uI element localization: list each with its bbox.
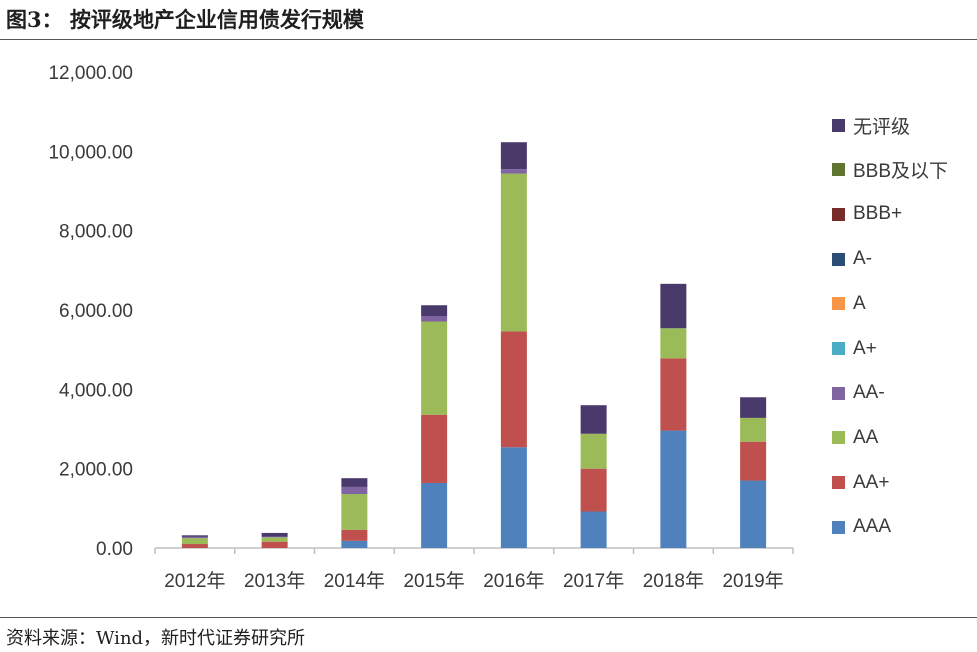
title-rule	[0, 39, 977, 40]
x-tick-label: 2013年	[244, 570, 305, 592]
bar-segment-AA--2014年	[341, 486, 368, 495]
bar-segment-AA+-2013年	[261, 541, 288, 548]
legend-item: A+	[832, 337, 877, 361]
legend-swatch	[832, 342, 845, 355]
x-tick-label: 2018年	[643, 570, 704, 592]
legend-item: A-	[832, 247, 872, 271]
y-tick-label: 2,000.00	[59, 460, 133, 481]
legend-swatch	[832, 431, 845, 445]
legend-label: BBB+	[853, 203, 903, 225]
legend-item: AA	[832, 426, 878, 450]
figure-title: 图3： 按评级地产企业信用债发行规模	[6, 7, 364, 32]
legend-label: BBB及以下	[853, 161, 949, 183]
x-tick-label: 2016年	[483, 570, 544, 592]
bar-segment-AA--2012年	[181, 536, 208, 539]
bar-segment-无评级-2012年	[181, 535, 208, 537]
legend-item: A	[832, 292, 866, 316]
bar-segment-AA+-2018年	[660, 358, 687, 431]
bar-segment-AAA-2014年	[341, 540, 368, 548]
legend-swatch	[832, 297, 845, 311]
stacked-bar-chart: 0.00 2,000.00 4,000.00 6,000.00 8,000.00 10,0…	[48, 63, 794, 592]
legend-item: AAA	[832, 515, 891, 539]
legend-label: A	[853, 292, 866, 314]
bar-segment-无评级-2014年	[341, 478, 368, 487]
bar-segment-AA+-2017年	[580, 468, 607, 512]
bar-segment-AAA-2017年	[580, 511, 607, 548]
bar-segment-AA--2016年	[500, 169, 527, 174]
legend-swatch	[832, 163, 845, 177]
bar-segment-AA-2019年	[740, 417, 767, 442]
x-tick-label: 2014年	[324, 570, 385, 592]
legend-label: AA-	[853, 382, 885, 404]
legend-label: AAA	[853, 516, 892, 538]
legend-item: BBB及以下	[832, 158, 948, 182]
y-tick-label: 4,000.00	[59, 380, 133, 401]
bar-segment-AAA-2018年	[660, 430, 687, 548]
bar-segment-AA+-2015年	[421, 414, 448, 483]
x-tick-label: 2017年	[563, 570, 624, 592]
bar-segment-AA-2014年	[341, 494, 368, 530]
legend-item: 无评级	[832, 113, 911, 138]
legend-label: A-	[853, 248, 872, 270]
bar-segment-AA+-2016年	[500, 331, 527, 448]
x-tick-label: 2019年	[722, 570, 783, 592]
bar-segment-AA-2017年	[580, 433, 607, 469]
y-tick-label: 8,000.00	[59, 222, 133, 243]
x-tick-label: 2012年	[164, 570, 225, 592]
bar-segment-AAA-2016年	[500, 447, 527, 548]
source-rule	[0, 617, 977, 618]
bar-segment-AA-2013年	[261, 537, 288, 542]
bar-segment-无评级-2013年	[261, 532, 288, 537]
bar-segment-AA-2012年	[181, 538, 208, 545]
legend-swatch	[832, 118, 845, 132]
y-tick-label: 12,000.00	[48, 63, 133, 84]
legend-swatch	[832, 476, 845, 490]
x-tick-label: 2015年	[403, 570, 464, 592]
y-tick-label: 10,000.00	[48, 142, 133, 163]
legend-swatch	[832, 520, 845, 534]
bar-segment-无评级-2017年	[580, 405, 607, 434]
legend-swatch	[832, 386, 845, 400]
bar-segment-AA-2016年	[500, 173, 527, 332]
legend-item: BBB+	[832, 202, 902, 226]
y-tick-label: 6,000.00	[59, 301, 133, 322]
bar-segment-AA-2018年	[660, 328, 687, 359]
bar-segment-无评级-2015年	[421, 305, 448, 317]
legend-swatch	[832, 252, 845, 266]
legend-item: AA+	[832, 471, 889, 495]
bar-segment-AA-2015年	[421, 321, 448, 415]
bar-segment-AAA-2019年	[740, 480, 767, 548]
y-tick-label: 0.00	[96, 539, 133, 560]
bar-segment-AA--2013年	[261, 536, 288, 538]
bar-segment-无评级-2018年	[660, 283, 687, 329]
bar-segment-AA+-2012年	[181, 544, 208, 548]
legend-label: AA	[853, 426, 879, 448]
bar-segment-AA--2015年	[421, 316, 448, 322]
legend-label: AA+	[853, 471, 890, 493]
source-note: 资料来源：Wind，新时代证券研究所	[6, 628, 306, 649]
bar-segment-AAA-2015年	[421, 482, 448, 548]
bar-segment-无评级-2019年	[740, 397, 767, 418]
legend-swatch	[832, 207, 845, 221]
bar-segment-AA+-2019年	[740, 441, 767, 481]
legend-item: AA-	[832, 381, 885, 405]
bar-segment-无评级-2016年	[500, 142, 527, 170]
legend-label: 无评级	[853, 116, 911, 138]
bar-segment-AA+-2014年	[341, 529, 368, 541]
legend-label: A+	[853, 337, 877, 359]
